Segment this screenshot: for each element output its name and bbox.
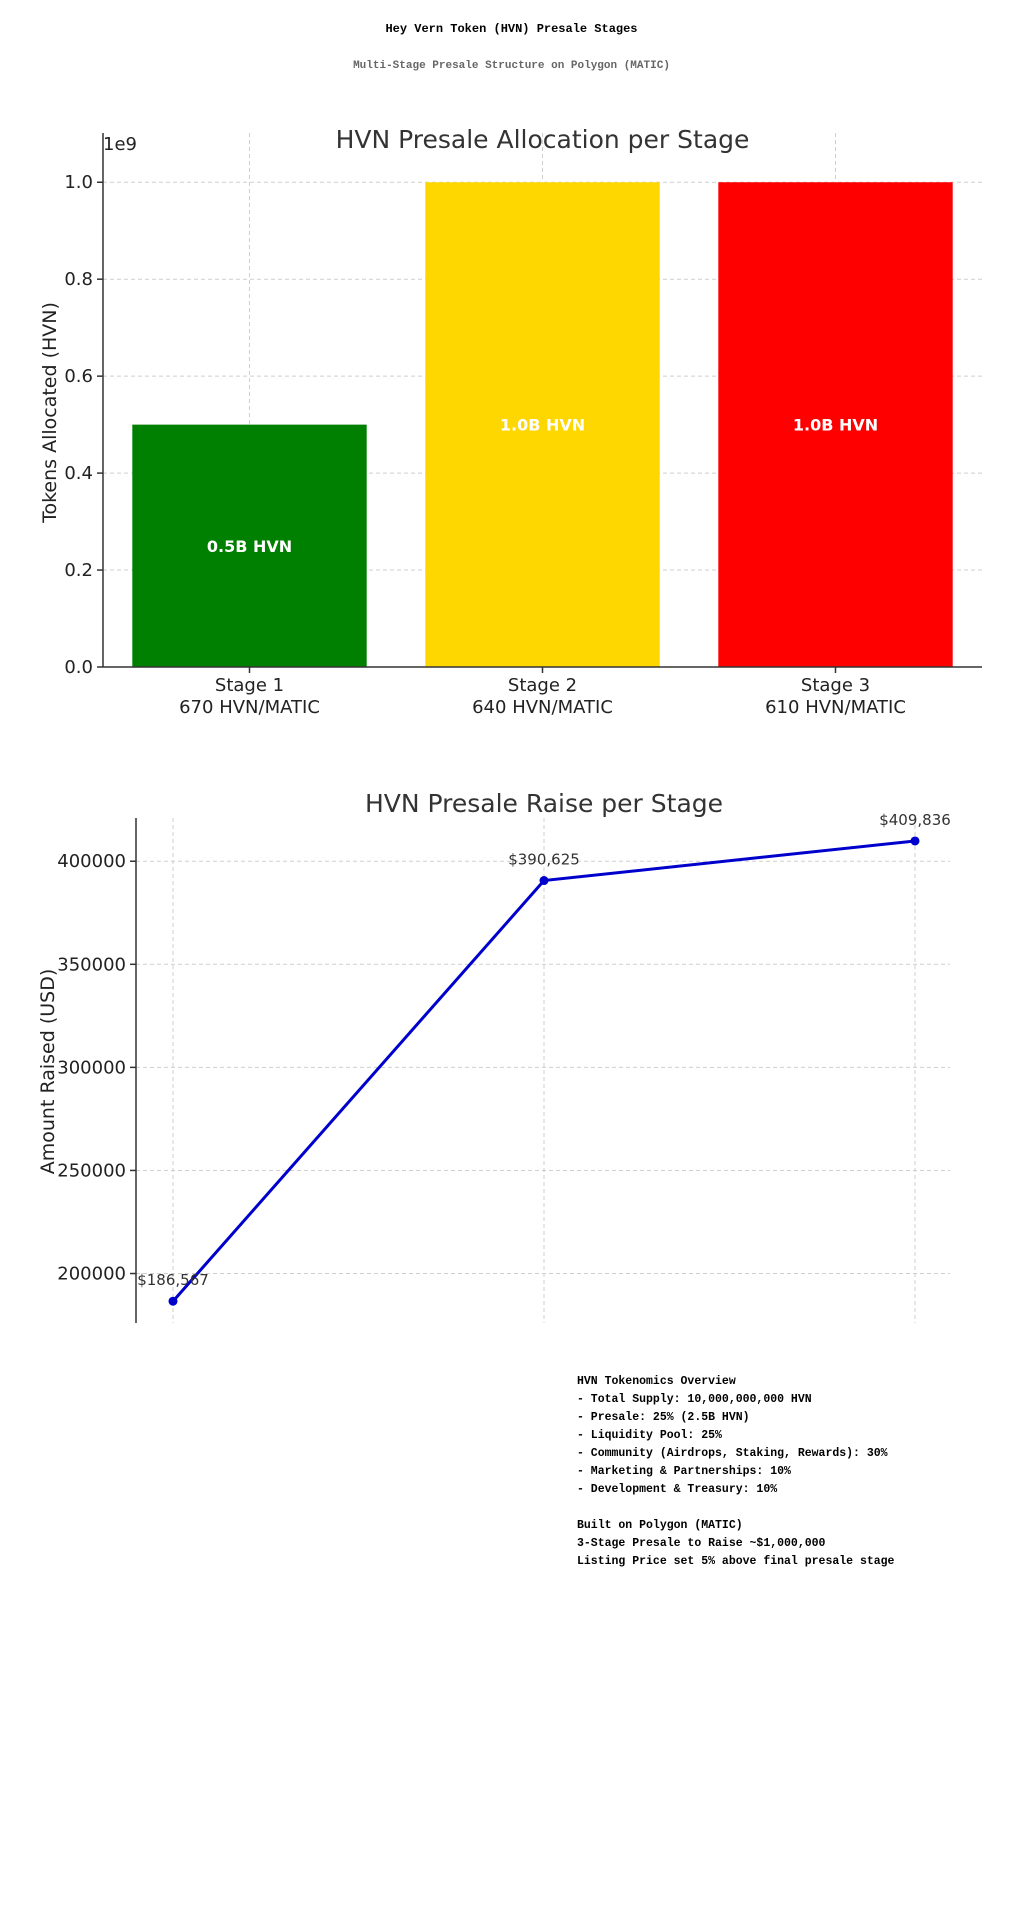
- y-tick-label: 0.2: [64, 560, 93, 581]
- bar-stage-1: [132, 424, 367, 667]
- page-title: Hey Vern Token (HVN) Presale Stages: [385, 22, 638, 36]
- y-tick-label: 0.8: [64, 269, 93, 290]
- bar-value-label: 1.0B HVN: [500, 416, 585, 435]
- y-tick-label: 0.4: [64, 463, 93, 484]
- y-tick-label: 0.6: [64, 366, 93, 387]
- bar-value-label: 0.5B HVN: [207, 537, 292, 556]
- y-tick-label: 200000: [57, 1264, 126, 1285]
- y-tick-label: 300000: [57, 1057, 126, 1078]
- notes-line: - Presale: 25% (2.5B HVN): [577, 1411, 750, 1424]
- notes-line: - Total Supply: 10,000,000,000 HVN: [577, 1393, 812, 1406]
- notes-line: Built on Polygon (MATIC): [577, 1519, 743, 1532]
- notes-heading: HVN Tokenomics Overview: [577, 1375, 736, 1388]
- notes-line: - Community (Airdrops, Staking, Rewards)…: [577, 1447, 888, 1460]
- bar-stage-3: [718, 182, 953, 667]
- notes-line: - Liquidity Pool: 25%: [577, 1429, 722, 1442]
- tokenomics-notes: HVN Tokenomics Overview - Total Supply: 1…: [577, 1373, 894, 1571]
- x-tick-label: Stage 1 670 HVN/MATIC: [179, 675, 320, 718]
- y-tick-label: 0.0: [64, 657, 93, 678]
- y-axis-label: Amount Raised (USD): [37, 969, 59, 1175]
- data-point: [910, 836, 920, 846]
- chart-title: HVN Presale Raise per Stage: [365, 789, 723, 818]
- bar-stage-2: [425, 182, 660, 667]
- y-tick-label: 350000: [57, 954, 126, 975]
- data-point-label: $409,836: [879, 811, 951, 829]
- notes-line: 3-Stage Presale to Raise ~$1,000,000: [577, 1537, 826, 1550]
- y-tick-label: 400000: [57, 851, 126, 872]
- x-tick-label: Stage 2 640 HVN/MATIC: [472, 675, 613, 718]
- data-point: [168, 1296, 178, 1306]
- bar-value-label: 1.0B HVN: [793, 416, 878, 435]
- page-subtitle: Multi-Stage Presale Structure on Polygon…: [353, 60, 670, 72]
- x-tick-label: Stage 3 610 HVN/MATIC: [765, 675, 906, 718]
- raise-line-chart: HVN Presale Raise per Stage 200000 250000 3…: [37, 789, 951, 1323]
- notes-line: [577, 1499, 894, 1517]
- notes-line: Listing Price set 5% above final presale…: [577, 1555, 895, 1568]
- data-point-label: $186,567: [137, 1271, 209, 1289]
- y-tick-label: 250000: [57, 1160, 126, 1181]
- y-axis-label: Tokens Allocated (HVN): [39, 302, 61, 524]
- allocation-bar-chart: HVN Presale Allocation per Stage1e90.00.…: [39, 125, 982, 718]
- data-point: [539, 876, 549, 886]
- data-point-label: $390,625: [508, 851, 580, 869]
- y-tick-label: 1.0: [64, 172, 93, 193]
- notes-line: - Marketing & Partnerships: 10%: [577, 1465, 791, 1478]
- axis-multiplier: 1e9: [103, 134, 137, 155]
- notes-line: - Development & Treasury: 10%: [577, 1483, 778, 1496]
